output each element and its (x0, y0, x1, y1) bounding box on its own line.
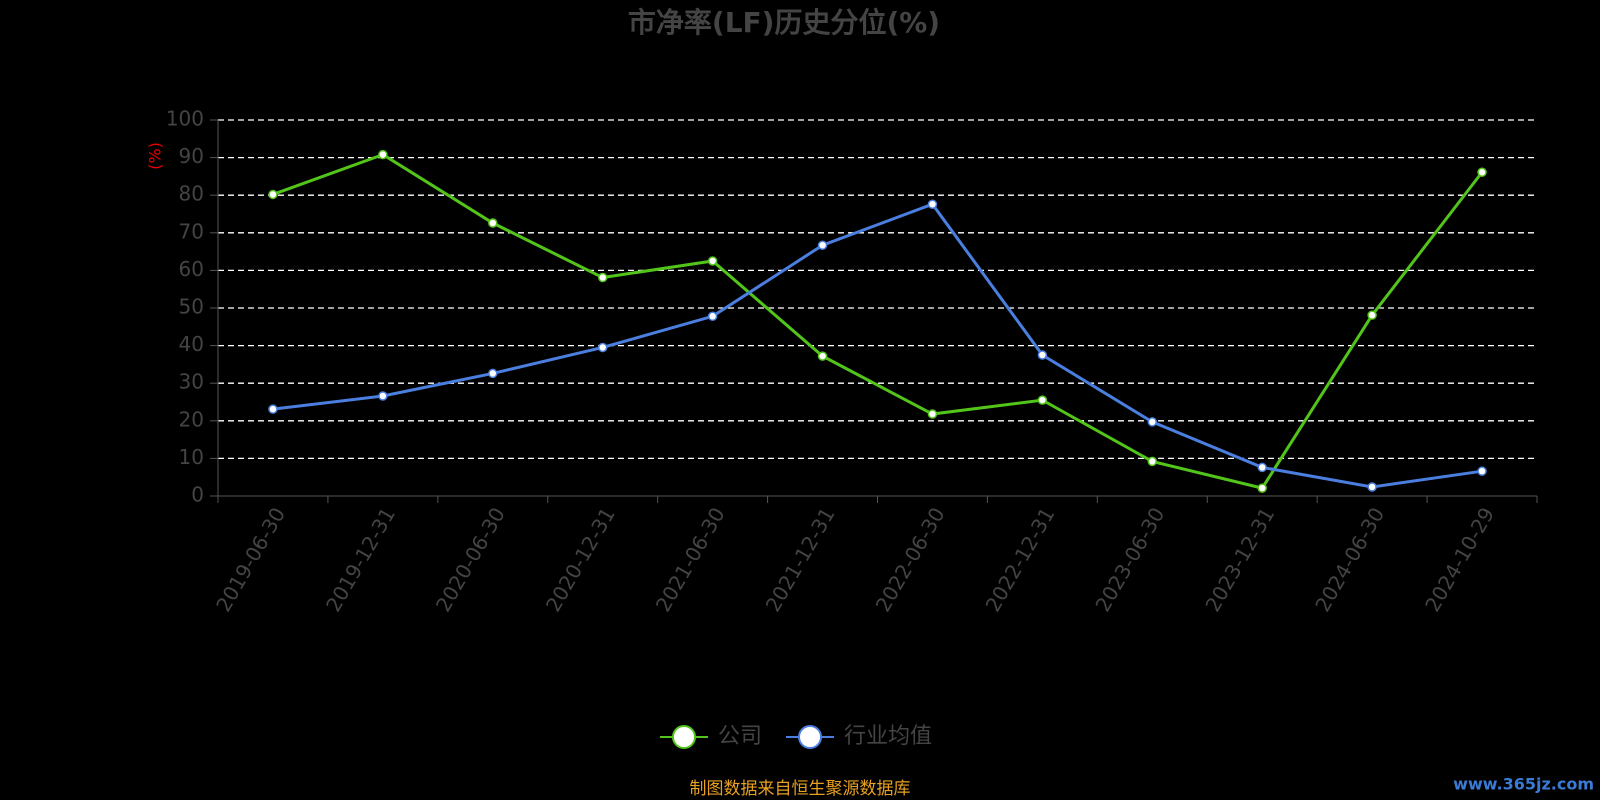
data-point (1037, 395, 1048, 405)
data-point (488, 218, 498, 228)
data-point (1367, 310, 1377, 320)
legend-marker (798, 725, 823, 749)
data-point (817, 351, 828, 361)
data-point (927, 199, 938, 209)
y-tick-label: 80 (179, 182, 204, 206)
data-point (1037, 350, 1048, 360)
y-tick-label: 50 (179, 295, 204, 319)
y-tick-label: 70 (179, 219, 204, 243)
data-point (1477, 167, 1487, 178)
data-point (597, 342, 608, 353)
watermark: www.365jz.com (1453, 775, 1594, 794)
y-tick-label: 20 (179, 407, 204, 431)
y-tick-label: 10 (179, 445, 204, 469)
legend-marker (672, 725, 696, 749)
data-point (707, 311, 718, 322)
data-point (378, 391, 388, 401)
data-point (488, 368, 498, 379)
data-point (927, 409, 938, 419)
data-point (1147, 417, 1158, 427)
data-point (1257, 462, 1267, 473)
y-tick-label: 90 (179, 144, 204, 168)
y-tick-label: 30 (179, 370, 204, 394)
y-tick-label: 0 (191, 483, 204, 507)
data-point (1477, 466, 1487, 476)
data-point (268, 189, 278, 200)
y-tick-label: 40 (179, 332, 204, 356)
data-point (1367, 482, 1377, 492)
data-point (1147, 456, 1158, 467)
data-point (378, 149, 388, 160)
source-note: 制图数据来自恒生聚源数据库 (690, 779, 911, 799)
series-line (272, 202, 1483, 489)
data-point (597, 272, 608, 283)
series-line (272, 152, 1484, 490)
data-point (707, 256, 718, 266)
chart-title: 市净率(LF)历史分位(%) (628, 6, 940, 39)
data-point (268, 404, 278, 414)
y-tick-label: 60 (179, 257, 204, 281)
legend-label: 行业均值 (844, 724, 932, 749)
data-point (1257, 483, 1267, 493)
y-tick-label: 100 (166, 107, 204, 131)
y-axis-label: (%) (146, 142, 165, 170)
legend-label: 公司 (718, 724, 762, 749)
data-point (817, 240, 828, 250)
